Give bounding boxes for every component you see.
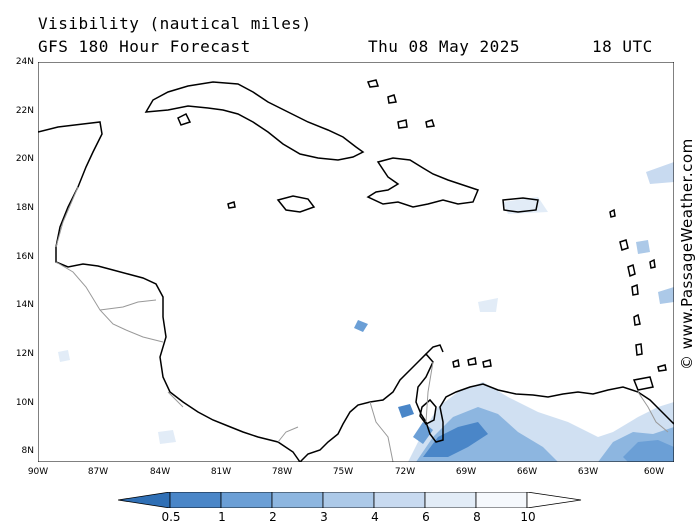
lat-label-12n: 12N [15, 349, 34, 359]
visibility-map[interactable] [38, 62, 674, 462]
sea-background [38, 62, 674, 462]
forecast-subtitle: GFS 180 Hour Forecast [38, 37, 251, 56]
lon-label-78w: 78W [271, 467, 293, 477]
lon-label-69w: 69W [455, 467, 477, 477]
legend-label-8: 8 [473, 510, 481, 524]
lon-label-81w: 81W [210, 467, 232, 477]
legend-swatch-2 [220, 492, 273, 508]
legend-label-3: 3 [320, 510, 328, 524]
legend-colorbar [118, 492, 582, 508]
legend-swatch-0 [118, 492, 171, 508]
legend-swatch-6 [424, 492, 477, 508]
forecast-time: 18 UTC [592, 37, 653, 56]
legend-label-4: 4 [371, 510, 379, 524]
legend-swatch-1 [169, 492, 222, 508]
credit-text: © www.PassageWeather.com [678, 138, 696, 370]
lat-label-8n: 8N [21, 446, 34, 456]
lat-label-22n: 22N [15, 106, 34, 116]
lat-label-18n: 18N [15, 203, 34, 213]
legend-label-10: 10 [520, 510, 536, 524]
legend-label-6: 6 [422, 510, 430, 524]
lon-label-90w: 90W [27, 467, 49, 477]
lon-label-84w: 84W [149, 467, 171, 477]
chart-title: Visibility (nautical miles) [38, 14, 312, 33]
lat-label-10n: 10N [15, 398, 34, 408]
lon-label-75w: 75W [332, 467, 354, 477]
legend-label-1: 1 [218, 510, 226, 524]
lon-label-60w: 60W [643, 467, 665, 477]
lon-label-87w: 87W [87, 467, 109, 477]
lat-label-24n: 24N [15, 57, 34, 67]
legend-swatch-7 [475, 492, 528, 508]
legend-swatch-5 [373, 492, 426, 508]
legend-label-0-5: 0.5 [161, 510, 181, 524]
forecast-date: Thu 08 May 2025 [368, 37, 520, 56]
legend-swatch-8 [526, 492, 582, 508]
legend-label-2: 2 [269, 510, 277, 524]
lon-label-63w: 63W [577, 467, 599, 477]
legend-swatch-3 [271, 492, 324, 508]
lat-label-14n: 14N [15, 300, 34, 310]
legend-swatch-4 [322, 492, 375, 508]
lat-label-16n: 16N [15, 252, 34, 262]
coastlines [38, 79, 674, 462]
lon-label-72w: 72W [394, 467, 416, 477]
lat-label-20n: 20N [15, 154, 34, 164]
country-borders [55, 186, 669, 462]
lon-label-66w: 66W [516, 467, 538, 477]
